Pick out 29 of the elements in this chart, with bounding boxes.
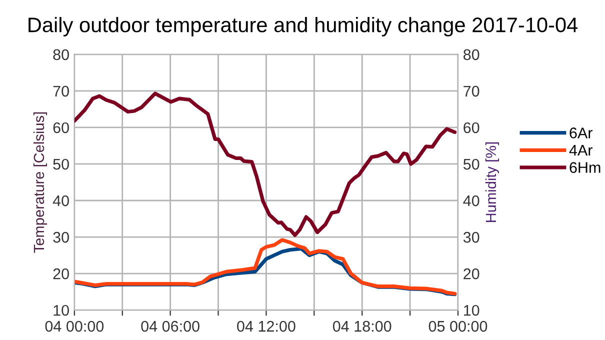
y2-tick-label: 20: [464, 268, 480, 280]
y-tick-label: 40: [52, 195, 69, 206]
x-tick-label: 04 18:00: [332, 320, 392, 332]
y2-tick-label: 80: [464, 49, 480, 60]
y-tick-label: 30: [53, 232, 69, 243]
y-tick-label: 20: [53, 268, 69, 280]
y2-tick-label: 40: [463, 195, 480, 206]
y-axis-title: Temperature [Celsius]: [33, 112, 48, 253]
y2-tick-label: 70: [464, 86, 480, 97]
y-tick-label: 50: [53, 158, 69, 170]
x-tick-label: 04 00:00: [45, 320, 104, 332]
y-tick-label: 80: [53, 49, 69, 60]
line-series: [74, 92, 457, 238]
y-tick-label: 70: [53, 86, 69, 97]
y2-axis-title: Humidity [%]: [485, 142, 499, 222]
y2-tick-label: 50: [463, 158, 480, 170]
legend-label: 6Hm: [570, 162, 600, 173]
line-series: [74, 238, 457, 296]
chart-title: Daily outdoor temperature and humidity change 2017-10-04: [28, 17, 578, 36]
x-tick-label: 04 06:00: [141, 320, 200, 332]
y2-tick-label: 60: [464, 122, 480, 134]
legend-label: 6Ar: [570, 128, 592, 138]
y-tick-label: 10: [54, 304, 69, 316]
legend-label: 4Ar: [569, 145, 592, 156]
x-tick-label: 05 00:00: [428, 320, 488, 332]
y2-tick-label: 10: [464, 304, 480, 316]
y2-tick-label: 30: [463, 232, 480, 243]
y-tick-label: 60: [53, 122, 69, 134]
x-tick-label: 04 12:00: [237, 320, 296, 332]
